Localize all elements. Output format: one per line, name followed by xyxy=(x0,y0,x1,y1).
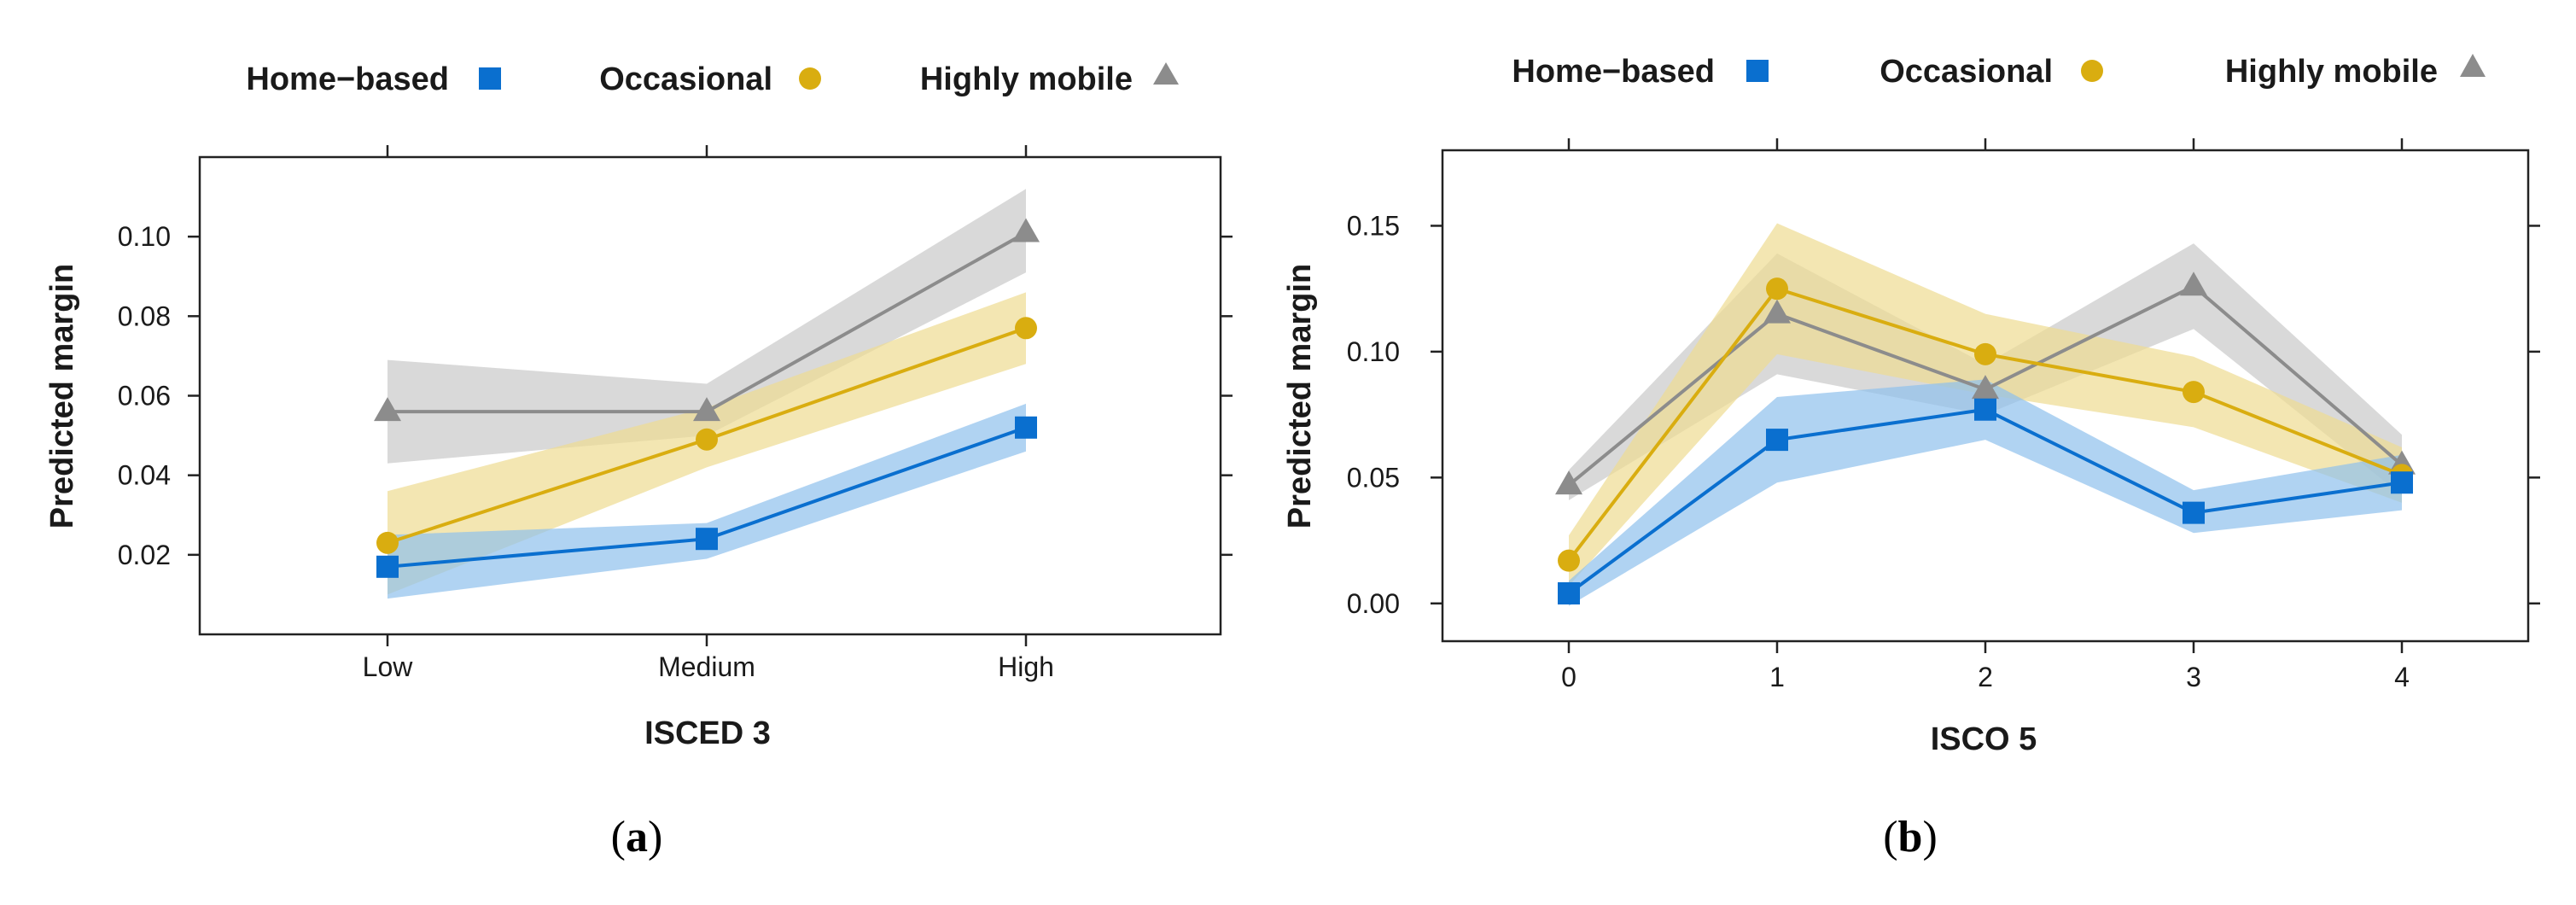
y-tick-label-a-1: 0.04 xyxy=(118,460,171,491)
legend-b: Home−based Occasional Highly mobile xyxy=(1512,54,2486,90)
point-home-based-b-1 xyxy=(1766,429,1788,452)
point-home-based-a-0 xyxy=(376,555,399,578)
point-home-based-b-2 xyxy=(1974,398,1996,421)
point-home-based-b-3 xyxy=(2183,501,2205,524)
y-tick-label-b-1: 0.05 xyxy=(1347,462,1400,493)
caption-a-letter: a xyxy=(626,813,648,861)
caption-a-open: ( xyxy=(611,813,626,861)
panel-caption-b: (b) xyxy=(1883,813,1938,861)
x-tick-label-a-2: High xyxy=(998,651,1054,682)
legend-b-occasional-label: Occasional xyxy=(1880,54,2053,90)
x-tick-label-b-4: 4 xyxy=(2394,662,2410,692)
caption-b-letter: b xyxy=(1898,813,1923,861)
x-tick-label-b-2: 2 xyxy=(1978,662,1993,692)
caption-b-close: ) xyxy=(1922,813,1937,861)
point-occasional-a-2 xyxy=(1015,317,1037,340)
point-occasional-b-0 xyxy=(1558,549,1580,572)
point-occasional-b-3 xyxy=(2183,381,2205,404)
point-home-based-a-2 xyxy=(1015,416,1037,439)
legend-a-highly-mobile-triangle-icon xyxy=(1153,62,1179,85)
legend-a-occasional-circle-icon xyxy=(799,67,821,90)
point-highly-mobile-a-2 xyxy=(1012,218,1040,242)
legend-a-home-based-label: Home−based xyxy=(246,61,449,97)
y-tick-label-a-2: 0.06 xyxy=(118,381,171,412)
y-axis-title-a: Predicted margin xyxy=(44,264,80,528)
point-highly-mobile-b-1 xyxy=(1763,299,1791,324)
legend-a-highly-mobile-label: Highly mobile xyxy=(920,61,1133,97)
legend-a-home-based-square-icon xyxy=(479,67,501,90)
point-occasional-a-0 xyxy=(376,531,399,554)
caption-b-open: ( xyxy=(1883,813,1897,861)
legend-b-home-based-square-icon xyxy=(1746,60,1769,82)
legend-b-occasional-circle-icon xyxy=(2081,60,2103,82)
axes-b: 0 1 2 3 4 0.00 0.05 0.10 0.15 xyxy=(1347,138,2540,692)
x-tick-label-a-1: Medium xyxy=(658,651,755,682)
point-highly-mobile-b-2 xyxy=(1972,375,1999,400)
x-tick-label-b-0: 0 xyxy=(1561,662,1576,692)
point-highly-mobile-a-1 xyxy=(693,397,720,422)
y-tick-label-b-0: 0.00 xyxy=(1347,588,1400,619)
caption-a-close: ) xyxy=(648,813,662,861)
y-tick-label-a-0: 0.02 xyxy=(118,540,171,570)
point-home-based-a-1 xyxy=(696,528,718,551)
legend-a: Home−based Occasional Highly mobile xyxy=(246,61,1179,97)
point-highly-mobile-b-0 xyxy=(1555,470,1582,495)
ci-band-highly-mobile-a xyxy=(388,189,1026,464)
legend-a-occasional-label: Occasional xyxy=(599,61,772,97)
point-occasional-b-1 xyxy=(1766,277,1788,301)
legend-b-highly-mobile-label: Highly mobile xyxy=(2225,54,2438,90)
point-occasional-b-2 xyxy=(1974,342,1996,365)
plot-area-b xyxy=(1555,223,2416,606)
ci-band-home-based-a xyxy=(388,403,1026,599)
point-highly-mobile-a-0 xyxy=(374,397,401,422)
panel-caption-a: (a) xyxy=(611,813,663,861)
point-home-based-b-4 xyxy=(2391,471,2413,494)
panel-b: Home−based Occasional Highly mobile 0 1 2 3… xyxy=(1282,54,2540,861)
legend-b-home-based-label: Home−based xyxy=(1512,54,1715,90)
x-tick-label-b-3: 3 xyxy=(2186,662,2201,692)
plot-area-a xyxy=(374,189,1040,599)
point-home-based-b-0 xyxy=(1558,581,1580,604)
y-tick-label-a-3: 0.08 xyxy=(118,301,171,331)
y-axis-title-b: Predicted margin xyxy=(1282,264,1318,528)
point-highly-mobile-b-3 xyxy=(2180,272,2207,296)
legend-b-highly-mobile-triangle-icon xyxy=(2460,54,2486,77)
panel-a: Home−based Occasional Highly mobile Low M… xyxy=(44,61,1233,861)
y-tick-label-b-3: 0.15 xyxy=(1347,210,1400,241)
x-axis-title-a: ISCED 3 xyxy=(644,715,771,751)
x-tick-label-a-0: Low xyxy=(363,651,414,682)
axes-a: Low Medium High 0.02 0.04 0.06 0.08 0.10 xyxy=(118,145,1233,682)
y-tick-label-b-2: 0.10 xyxy=(1347,336,1400,367)
x-tick-label-b-1: 1 xyxy=(1769,662,1785,692)
point-occasional-a-1 xyxy=(696,428,718,451)
x-axis-title-b: ISCO 5 xyxy=(1931,721,2037,757)
y-tick-label-a-4: 0.10 xyxy=(118,221,171,252)
